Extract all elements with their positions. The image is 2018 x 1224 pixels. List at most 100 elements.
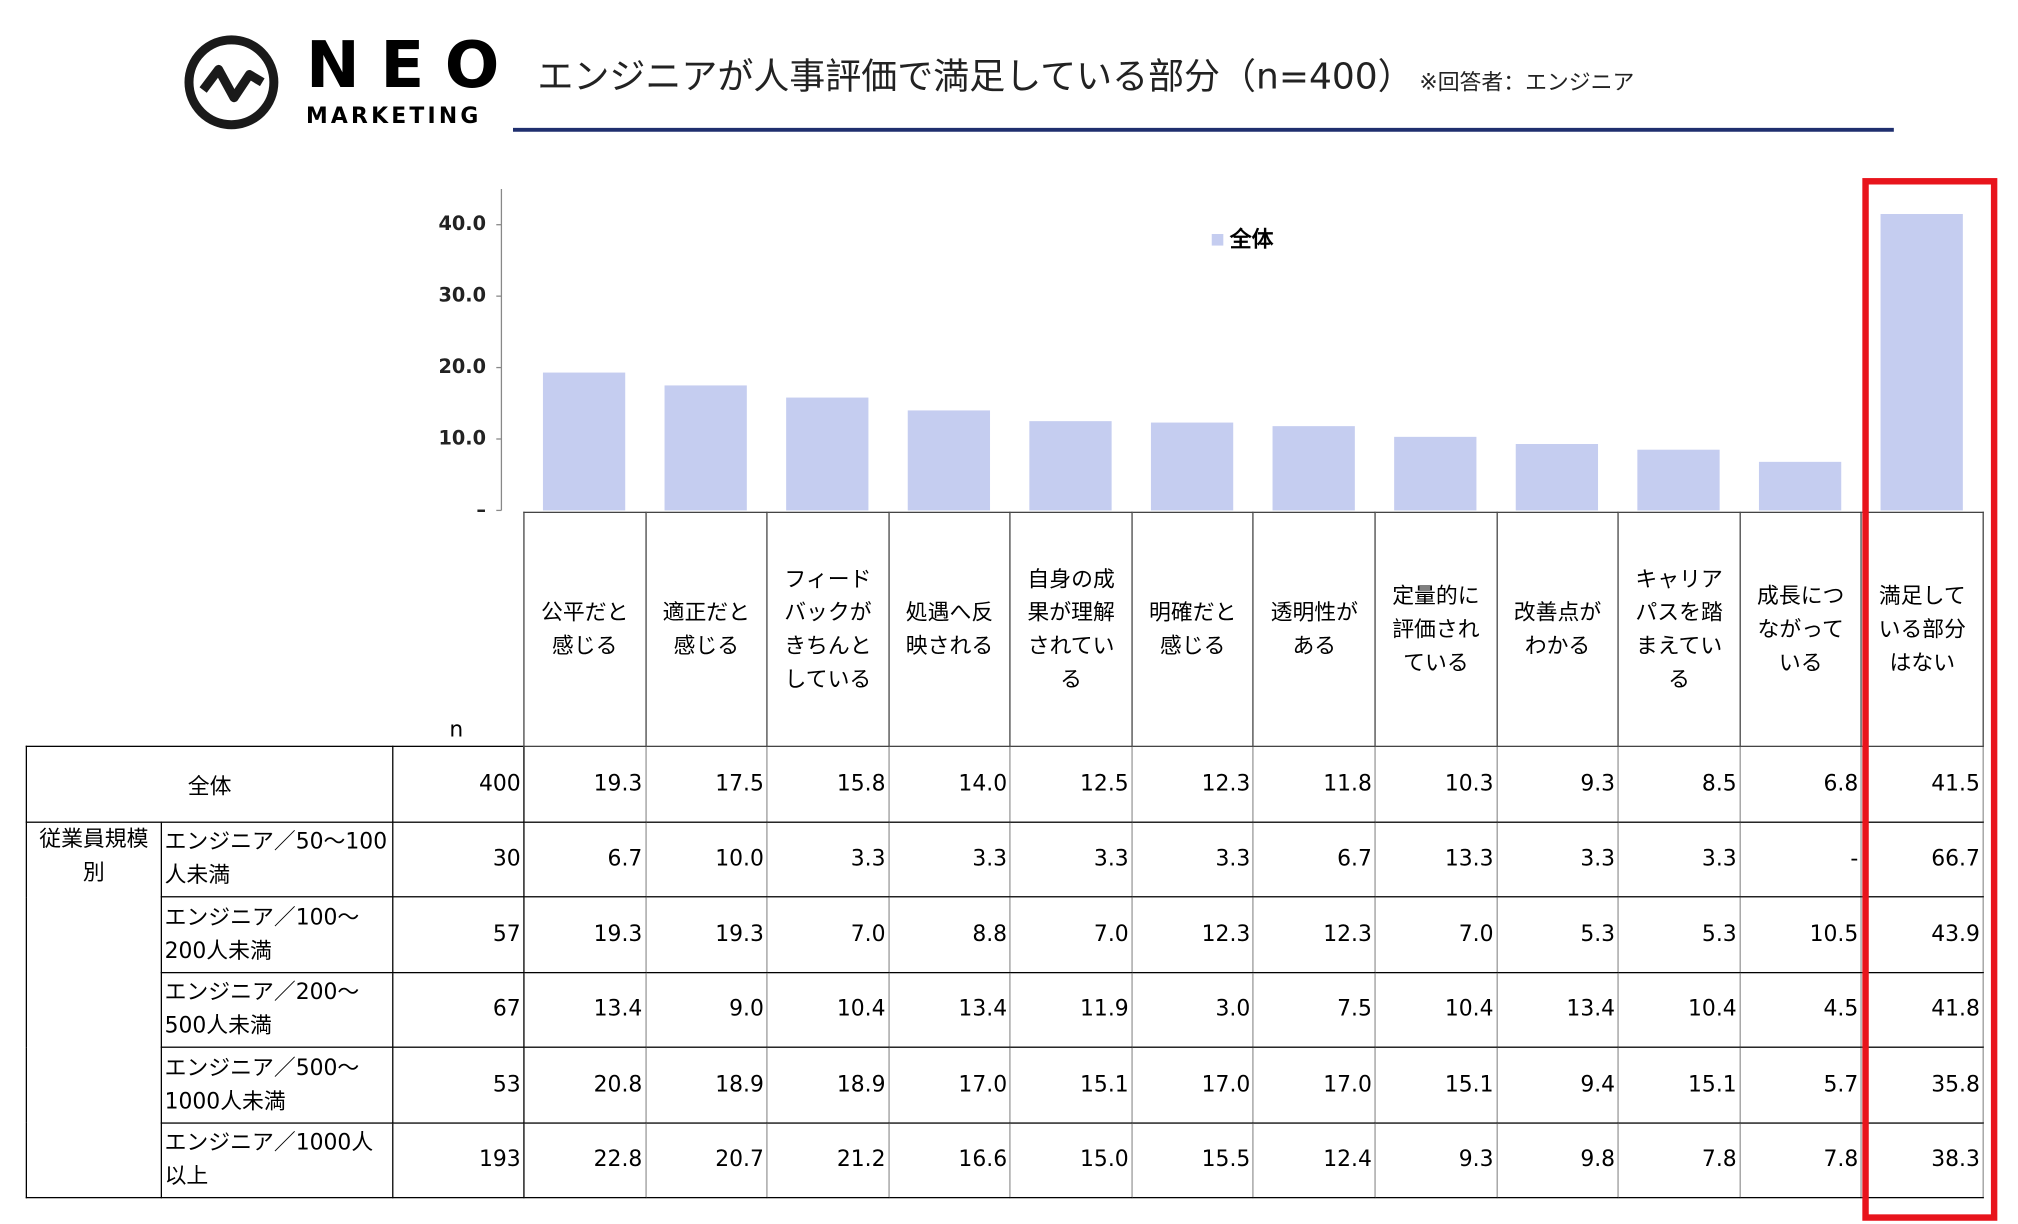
value-cell: 17.0 bbox=[888, 1046, 1011, 1124]
bar bbox=[1029, 421, 1112, 511]
category-header: 満足している部分はない bbox=[1860, 511, 1984, 747]
bar bbox=[1758, 461, 1842, 511]
legend-label: 全体 bbox=[1229, 226, 1274, 252]
value-cell: 20.8 bbox=[523, 1046, 647, 1124]
value-cell: 43.9 bbox=[1860, 896, 1984, 973]
value-cell: 5.3 bbox=[1617, 896, 1741, 973]
category-header: 明確だと感じる bbox=[1131, 511, 1255, 747]
n-cell: 67 bbox=[392, 971, 525, 1048]
value-cell: 17.5 bbox=[644, 745, 768, 823]
n-cell: 57 bbox=[392, 896, 525, 973]
row-label: エンジニア／200～500人未満 bbox=[160, 971, 394, 1048]
value-cell: 21.2 bbox=[766, 1121, 890, 1199]
value-cell: 7.8 bbox=[1739, 1121, 1863, 1199]
value-cell: 17.0 bbox=[1252, 1046, 1376, 1124]
value-cell: 9.4 bbox=[1496, 1046, 1619, 1124]
value-cell: 9.0 bbox=[644, 971, 768, 1048]
bar bbox=[1272, 426, 1355, 511]
y-tick-label: 20.0 bbox=[438, 355, 486, 378]
note: ※回答者：エンジニア bbox=[1419, 71, 1634, 96]
value-cell: 13.4 bbox=[523, 971, 647, 1048]
value-cell: 10.4 bbox=[1374, 971, 1498, 1048]
value-cell: 3.0 bbox=[1131, 971, 1255, 1048]
value-cell: 7.5 bbox=[1252, 971, 1376, 1048]
category-header: 透明性がある bbox=[1252, 511, 1376, 747]
value-cell: 6.8 bbox=[1739, 745, 1863, 823]
blank bbox=[26, 512, 392, 746]
value-cell: 19.3 bbox=[523, 745, 647, 823]
category-header: キャリアパスを踏まえている bbox=[1617, 511, 1741, 747]
n-cell: 30 bbox=[392, 820, 525, 898]
value-cell: 15.8 bbox=[766, 745, 890, 823]
value-cell: 7.8 bbox=[1617, 1121, 1741, 1199]
logo-ring bbox=[184, 35, 279, 130]
value-cell: 13.4 bbox=[1496, 971, 1619, 1048]
value-cell: 14.0 bbox=[888, 745, 1011, 823]
bar bbox=[786, 397, 869, 511]
value-cell: 12.3 bbox=[1131, 896, 1255, 973]
value-cell: 13.3 bbox=[1374, 820, 1498, 898]
value-cell: 12.4 bbox=[1252, 1121, 1376, 1199]
value-cell: 20.7 bbox=[644, 1121, 768, 1199]
y-tick-label: 30.0 bbox=[438, 284, 486, 307]
category-header: 自身の成果が理解されている bbox=[1009, 511, 1133, 747]
legend-swatch bbox=[1211, 233, 1224, 246]
value-cell: 7.0 bbox=[766, 896, 890, 973]
value-cell: 16.6 bbox=[888, 1121, 1011, 1199]
value-cell: 9.8 bbox=[1496, 1121, 1619, 1199]
row-label: エンジニア／500～1000人未満 bbox=[160, 1046, 394, 1124]
value-cell: 41.8 bbox=[1860, 971, 1984, 1048]
value-cell: 3.3 bbox=[766, 820, 890, 898]
value-cell: 6.7 bbox=[523, 820, 647, 898]
row-label: 全体 bbox=[25, 745, 394, 823]
bar bbox=[542, 372, 626, 511]
y-tick-label: 40.0 bbox=[438, 212, 486, 235]
value-cell: 4.5 bbox=[1739, 971, 1863, 1048]
value-cell: 3.3 bbox=[888, 820, 1011, 898]
value-cell: 10.3 bbox=[1374, 745, 1498, 823]
bar bbox=[1394, 436, 1477, 511]
value-cell: 3.3 bbox=[1131, 820, 1255, 898]
category-header: 定量的に評価されている bbox=[1374, 511, 1498, 747]
value-cell: 15.0 bbox=[1009, 1121, 1133, 1199]
value-cell: 22.8 bbox=[523, 1121, 647, 1199]
value-cell: 8.8 bbox=[888, 896, 1011, 973]
value-cell: 10.5 bbox=[1739, 896, 1863, 973]
value-cell: 41.5 bbox=[1860, 745, 1984, 823]
logo-name: NEO bbox=[306, 28, 520, 103]
data-table: n 公平だと感じる 適正だと感じる フィードバックがきちんとしている 処遇へ反映される自… bbox=[25, 511, 1984, 1199]
bar bbox=[907, 410, 991, 511]
value-cell: 19.3 bbox=[644, 896, 768, 973]
value-cell: - bbox=[1739, 820, 1863, 898]
category-header: 成長につながっている bbox=[1739, 511, 1863, 747]
value-cell: 11.8 bbox=[1252, 745, 1376, 823]
row-label: エンジニア／1000人以上 bbox=[160, 1121, 394, 1199]
value-cell: 18.9 bbox=[766, 1046, 890, 1124]
category-header: 適正だと感じる bbox=[644, 511, 768, 747]
value-cell: 3.3 bbox=[1496, 820, 1619, 898]
value-cell: 13.4 bbox=[888, 971, 1011, 1048]
value-cell: 10.0 bbox=[644, 820, 768, 898]
value-cell: 35.8 bbox=[1860, 1046, 1984, 1124]
logo-mark bbox=[199, 64, 265, 103]
value-cell: 8.5 bbox=[1617, 745, 1741, 823]
value-cell: 10.4 bbox=[1617, 971, 1741, 1048]
y-tick-label: 10.0 bbox=[438, 426, 486, 449]
value-cell: 18.9 bbox=[644, 1046, 768, 1124]
value-cell: 38.3 bbox=[1860, 1121, 1984, 1199]
value-cell: 17.0 bbox=[1131, 1046, 1255, 1124]
value-cell: 15.1 bbox=[1374, 1046, 1498, 1124]
value-cell: 19.3 bbox=[523, 896, 647, 973]
value-cell: 66.7 bbox=[1860, 820, 1984, 898]
n-cell: 193 bbox=[392, 1121, 525, 1199]
value-cell: 12.3 bbox=[1252, 896, 1376, 973]
n-cell: 53 bbox=[392, 1046, 525, 1124]
n-cell: 400 bbox=[392, 745, 525, 823]
value-cell: 15.1 bbox=[1009, 1046, 1133, 1124]
value-cell: 3.3 bbox=[1009, 820, 1133, 898]
title: エンジニアが人事評価で満足している部分（n=400） bbox=[537, 56, 1413, 97]
category-header: 公平だと感じる bbox=[523, 511, 647, 747]
category-header: 処遇へ反映される bbox=[888, 511, 1011, 747]
